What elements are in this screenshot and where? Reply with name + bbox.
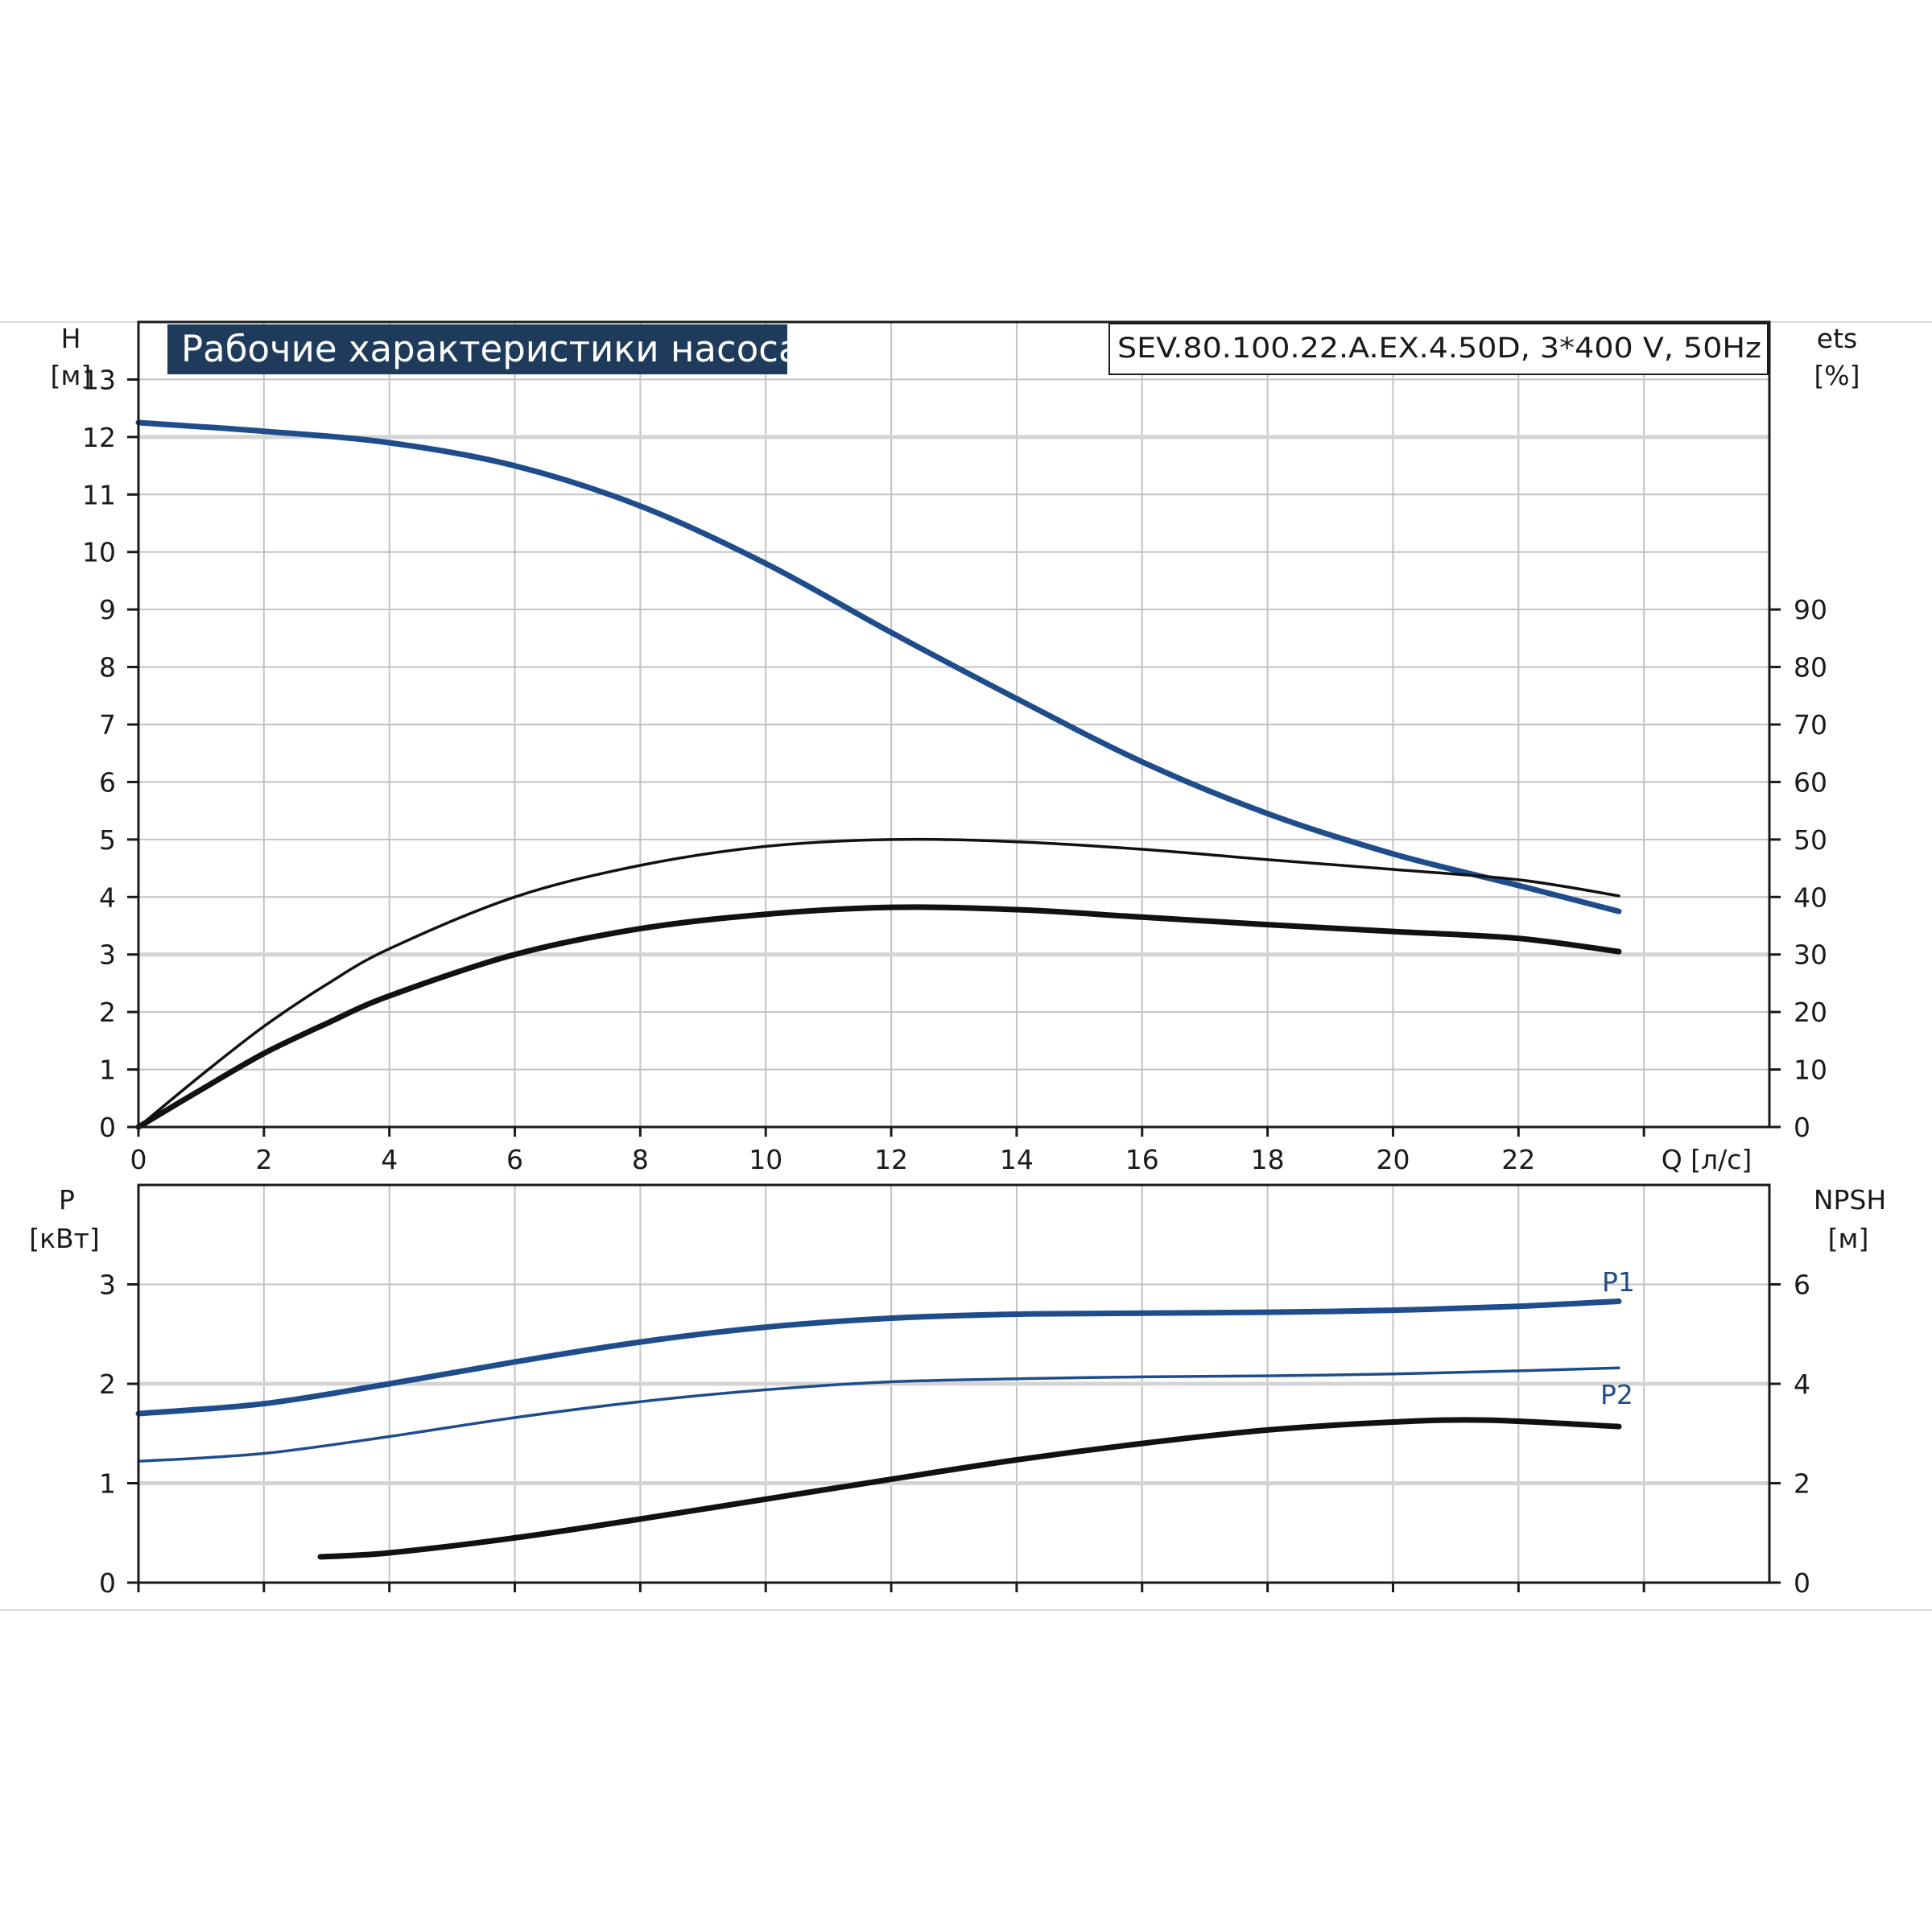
upper-left-tick-label: 1 [99, 1055, 116, 1086]
chart-title: Рабочие характеристики насоса [181, 328, 801, 370]
x-tick-label: 18 [1251, 1144, 1285, 1175]
head-axis-unit: [м] [51, 360, 92, 391]
chart-title-background [167, 324, 787, 374]
x-tick-label: 10 [749, 1144, 782, 1175]
x-tick-label: 12 [874, 1144, 908, 1175]
upper-right-tick-label: 10 [1794, 1055, 1827, 1086]
head-axis-symbol: H [61, 323, 81, 354]
upper-series-line-1 [137, 837, 1620, 1129]
x-tick-label: 22 [1501, 1144, 1535, 1175]
upper-right-tick-label: 70 [1794, 709, 1827, 741]
upper-right-tick-label: 40 [1794, 881, 1827, 913]
upper-grid [138, 322, 1769, 1128]
lower-right-tick-label: 2 [1794, 1468, 1810, 1500]
upper-left-tick-label: 9 [99, 594, 116, 625]
model-box-frame [1108, 323, 1769, 375]
flow-axis-label: Q [л/с] [1662, 1144, 1752, 1175]
lower-left-tick-label: 2 [99, 1368, 116, 1400]
upper-series-line-0 [135, 419, 1622, 914]
upper-right-tick-label: 20 [1794, 997, 1827, 1028]
upper-left-tick-label: 6 [99, 766, 116, 798]
lower-series-line-0 [135, 1298, 1622, 1417]
lower-series-line-1 [137, 1366, 1620, 1463]
efficiency-axis-symbol: ets [1817, 323, 1857, 354]
upper-left-tick-label: 11 [82, 479, 116, 510]
upper-series [135, 419, 1622, 1130]
lower-left-tick-label: 1 [99, 1468, 116, 1500]
x-tick-label: 4 [381, 1144, 398, 1175]
lower-right-tick-label: 4 [1794, 1368, 1810, 1400]
upper-left-tick-label: 8 [99, 652, 116, 683]
upper-left-tick-label: 13 [82, 364, 116, 395]
upper-right-tick-label: 50 [1794, 824, 1827, 856]
x-tick-label: 20 [1376, 1144, 1410, 1175]
lower-plot: 0 1 2 3 0 2 4 6 [99, 1183, 1810, 1600]
upper-series-line-2 [135, 904, 1622, 1130]
upper-right-tick-label: 90 [1794, 594, 1827, 625]
power-axis-symbol: P [59, 1184, 75, 1216]
x-tick-label: 2 [255, 1144, 272, 1175]
upper-left-tick-label: 3 [99, 939, 116, 971]
upper-left-tick-label: 4 [99, 881, 116, 913]
model-box: SEV.80.100.22.A.EX.4.50D, 3*400 V, 50Hz [1108, 323, 1769, 375]
upper-left-tick-label: 10 [82, 537, 116, 568]
upper-right-tick-label: 80 [1794, 652, 1827, 683]
x-tick-label: 8 [632, 1144, 649, 1175]
lower-left-tick-label: 3 [99, 1269, 116, 1301]
x-tick-label: 14 [1000, 1144, 1034, 1175]
lower-right-tick-label: 0 [1794, 1567, 1810, 1599]
x-tick-label: 0 [130, 1144, 147, 1175]
series-label-p1: P1 [1602, 1266, 1635, 1298]
power-axis-unit: [кВт] [29, 1223, 100, 1254]
upper-right-tick-label: 60 [1794, 766, 1827, 798]
upper-left-tick-label: 0 [99, 1112, 116, 1143]
lower-right-tick-label: 6 [1794, 1269, 1810, 1301]
lower-ticks: 0 1 2 3 0 2 4 6 [99, 1269, 1810, 1600]
lower-series [135, 1298, 1622, 1560]
upper-left-tick-label: 2 [99, 997, 116, 1028]
series-label-p2: P2 [1600, 1379, 1633, 1410]
upper-left-tick-label: 5 [99, 824, 116, 856]
chart-title-box: Рабочие характеристики насоса [167, 324, 801, 374]
x-tick-label: 6 [506, 1144, 523, 1175]
npsh-axis-unit: [м] [1828, 1223, 1869, 1254]
lower-left-tick-label: 0 [99, 1567, 116, 1599]
upper-left-tick-label: 12 [82, 422, 116, 453]
x-tick-label: 16 [1125, 1144, 1159, 1175]
model-label: SEV.80.100.22.A.EX.4.50D, 3*400 V, 50Hz [1117, 332, 1761, 365]
upper-right-tick-label: 30 [1794, 939, 1827, 971]
upper-right-tick-label: 0 [1794, 1112, 1810, 1143]
upper-left-tick-label: 7 [99, 709, 116, 741]
efficiency-axis-unit: [%] [1814, 360, 1860, 391]
npsh-axis-symbol: NPSH [1814, 1184, 1886, 1216]
lower-series-line-2 [317, 1417, 1622, 1560]
